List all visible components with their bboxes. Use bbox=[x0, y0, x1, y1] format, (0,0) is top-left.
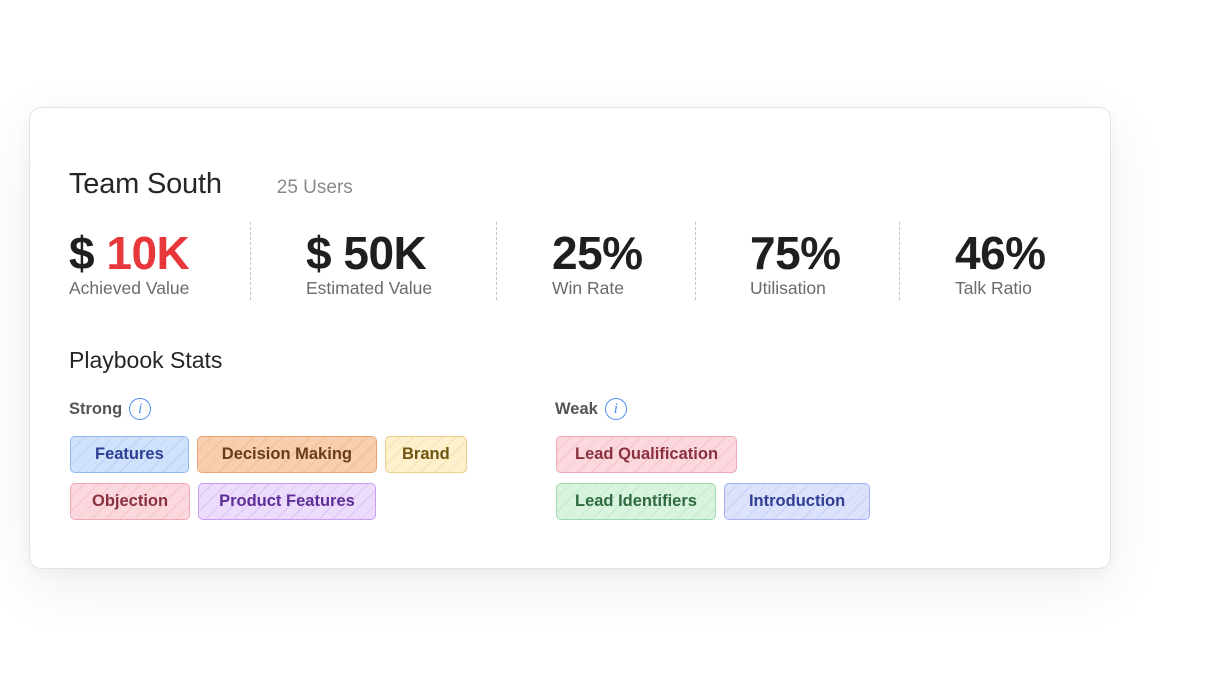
tag-decision-making[interactable]: Decision Making bbox=[196, 436, 377, 473]
achieved-value-number: 10K bbox=[106, 227, 190, 279]
metric-label: Estimated Value bbox=[306, 278, 433, 298]
tag-product-features[interactable]: Product Features bbox=[198, 483, 376, 520]
info-icon[interactable]: i bbox=[129, 398, 152, 420]
users-count: 25 Users bbox=[276, 177, 353, 198]
weak-tags-row-1: Lead Qualification bbox=[556, 436, 738, 473]
info-icon[interactable]: i bbox=[604, 398, 627, 420]
metric-value: 46% bbox=[955, 227, 1046, 279]
metric-value: $ 10K bbox=[69, 227, 190, 279]
metric-label: Utilisation bbox=[750, 278, 826, 298]
weak-label: Weak bbox=[555, 399, 598, 418]
metric-achieved-value: $ 10K Achieved Value bbox=[69, 227, 190, 298]
weak-tags-row-2: Lead Identifiers Introduction bbox=[556, 483, 871, 520]
metric-value: 75% bbox=[750, 227, 841, 279]
metric-label: Achieved Value bbox=[69, 278, 190, 298]
strong-tags-row-2: Objection Product Features bbox=[70, 483, 376, 520]
tag-features[interactable]: Features bbox=[70, 436, 189, 473]
strong-label-group: Strong i bbox=[69, 398, 152, 420]
metric-divider bbox=[899, 222, 900, 300]
metric-divider bbox=[496, 222, 497, 300]
tag-brand[interactable]: Brand bbox=[384, 436, 467, 473]
tag-lead-identifiers[interactable]: Lead Identifiers bbox=[556, 483, 716, 520]
strong-tags-row-1: Features Decision Making Brand bbox=[70, 436, 467, 473]
currency-symbol: $ bbox=[69, 227, 95, 279]
metric-divider bbox=[695, 222, 696, 300]
tag-introduction[interactable]: Introduction bbox=[723, 483, 871, 520]
metric-value: 25% bbox=[552, 227, 643, 279]
metric-divider bbox=[250, 222, 251, 300]
team-card: Team South 25 Users $ 10K Achieved Value… bbox=[29, 107, 1111, 569]
metric-utilisation: 75% Utilisation bbox=[750, 230, 841, 298]
tag-objection[interactable]: Objection bbox=[70, 483, 191, 520]
strong-label: Strong bbox=[69, 399, 123, 418]
metric-estimated-value: $ 50K Estimated Value bbox=[306, 230, 432, 298]
metric-label: Win Rate bbox=[552, 278, 624, 298]
metric-value: $ 50K bbox=[306, 227, 427, 279]
playbook-stats-title: Playbook Stats bbox=[69, 347, 223, 373]
team-title: Team South bbox=[69, 168, 222, 200]
metric-talk-ratio: 46% Talk Ratio bbox=[955, 230, 1046, 298]
weak-label-group: Weak i bbox=[555, 398, 627, 420]
card-header: Team South 25 Users bbox=[69, 168, 353, 201]
tag-lead-qualification[interactable]: Lead Qualification bbox=[556, 436, 738, 473]
metric-label: Talk Ratio bbox=[955, 278, 1032, 298]
metric-win-rate: 25% Win Rate bbox=[552, 230, 643, 298]
